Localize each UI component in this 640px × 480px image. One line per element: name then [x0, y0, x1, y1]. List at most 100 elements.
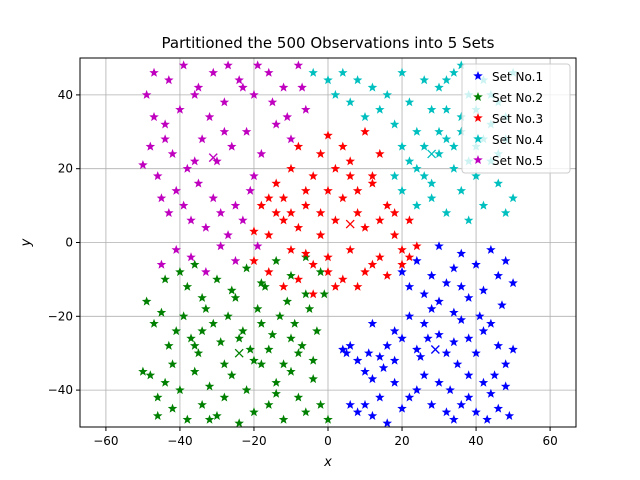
star-point	[267, 329, 278, 339]
star-point	[238, 82, 248, 92]
star-point	[167, 148, 178, 158]
star-point	[389, 230, 400, 240]
star-point	[367, 171, 378, 181]
star-point	[278, 215, 289, 225]
series-set-1	[338, 241, 518, 428]
series-set-2	[138, 252, 333, 428]
star-point	[397, 333, 407, 343]
star-point	[352, 75, 363, 85]
star-point	[367, 259, 378, 269]
star-point	[449, 163, 459, 173]
data-points	[138, 60, 518, 428]
star-point	[315, 208, 326, 217]
star-point	[456, 60, 466, 70]
star-point	[478, 326, 489, 336]
star-point	[345, 340, 355, 350]
star-point	[389, 355, 400, 365]
star-point	[382, 89, 392, 99]
star-point	[252, 60, 263, 70]
star-point	[178, 60, 189, 70]
star-point	[397, 67, 407, 77]
star-point	[364, 348, 374, 358]
star-point	[223, 230, 233, 240]
star-point	[164, 340, 174, 350]
star-point	[338, 67, 348, 77]
star-point	[230, 292, 241, 302]
star-point	[375, 148, 385, 158]
star-point	[234, 75, 244, 85]
star-point	[249, 255, 259, 265]
star-point	[441, 134, 452, 144]
star-point	[256, 278, 267, 288]
star-point	[260, 281, 270, 291]
star-point	[375, 392, 385, 402]
star-point	[419, 318, 429, 328]
star-point	[493, 403, 503, 413]
star-point	[197, 134, 207, 144]
star-point	[434, 126, 444, 136]
star-point	[486, 318, 496, 328]
x-tick-label: 40	[468, 434, 483, 448]
star-point	[463, 370, 474, 380]
star-point	[171, 244, 181, 254]
star-point	[471, 407, 481, 417]
y-tick-label: 40	[58, 88, 73, 102]
star-point	[153, 171, 163, 181]
star-point	[397, 244, 407, 254]
legend-label: Set No.1	[492, 70, 543, 84]
star-point	[308, 355, 318, 365]
star-point	[352, 185, 363, 195]
star-point	[471, 259, 481, 269]
star-point	[164, 208, 174, 217]
star-point	[286, 208, 296, 217]
star-point	[463, 333, 474, 343]
star-point	[330, 89, 341, 99]
star-point	[404, 311, 415, 321]
star-point	[190, 259, 200, 269]
star-point	[404, 281, 415, 291]
star-point	[360, 222, 370, 232]
star-point	[323, 130, 333, 140]
y-tick-label: −20	[48, 309, 73, 323]
x-tick-label: 20	[394, 434, 409, 448]
star-point	[249, 171, 259, 181]
star-point	[149, 67, 159, 77]
star-point	[323, 267, 333, 277]
star-point	[471, 171, 481, 181]
star-point	[160, 119, 170, 129]
star-point	[278, 414, 289, 424]
star-point	[389, 326, 400, 336]
star-point	[308, 259, 318, 269]
star-point	[375, 351, 385, 361]
star-point	[323, 414, 333, 424]
star-point	[160, 134, 170, 144]
star-point	[186, 333, 196, 343]
star-point	[441, 208, 452, 217]
star-point	[352, 208, 363, 217]
star-point	[175, 104, 185, 114]
star-point	[508, 193, 518, 203]
star-point	[208, 193, 218, 203]
star-point	[267, 97, 278, 107]
star-point	[264, 230, 274, 240]
star-point	[249, 89, 259, 99]
star-point	[419, 171, 429, 181]
star-point	[352, 281, 363, 291]
star-point	[289, 318, 300, 328]
star-point	[197, 326, 207, 336]
star-point	[190, 366, 200, 376]
star-point	[308, 67, 318, 77]
x-tick-label: 0	[324, 434, 332, 448]
star-point	[282, 112, 292, 122]
star-point	[234, 333, 244, 343]
star-point	[227, 141, 237, 151]
star-point	[497, 300, 507, 310]
star-point	[504, 410, 515, 420]
star-point	[193, 82, 204, 92]
star-point	[426, 399, 437, 409]
star-point	[500, 381, 511, 391]
star-point	[145, 141, 156, 151]
star-point	[338, 344, 348, 354]
star-point	[397, 403, 407, 413]
star-point	[441, 104, 452, 114]
